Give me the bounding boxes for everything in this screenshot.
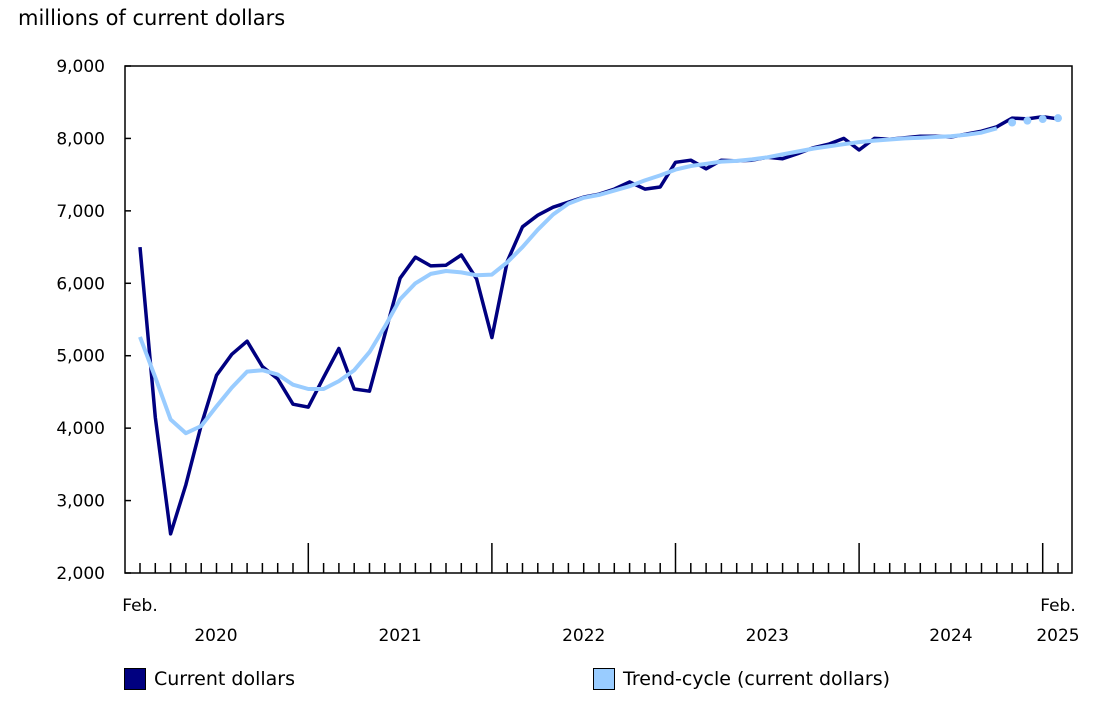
trend-cycle-point xyxy=(1008,118,1017,127)
y-tick-label: 7,000 xyxy=(56,202,105,222)
x-year-label: 2025 xyxy=(1036,626,1079,646)
x-year-label: 2023 xyxy=(746,626,789,646)
legend-swatch xyxy=(124,668,146,690)
trend-cycle-point xyxy=(1038,115,1047,124)
y-tick-label: 9,000 xyxy=(56,57,105,77)
x-tick-label-end-month: Feb. xyxy=(1040,596,1076,616)
plot-frame xyxy=(124,65,1073,574)
legend-item-current-dollars: Current dollars xyxy=(124,668,295,690)
legend-label: Trend-cycle (current dollars) xyxy=(623,668,891,690)
y-tick-label: 4,000 xyxy=(56,419,105,439)
y-tick-label: 2,000 xyxy=(56,564,105,584)
trend-cycle-point xyxy=(1023,116,1032,125)
x-year-label: 2024 xyxy=(929,626,972,646)
trend-cycle-point xyxy=(1054,114,1062,123)
legend-label: Current dollars xyxy=(154,668,295,690)
legend-item-trend-cycle: Trend-cycle (current dollars) xyxy=(593,668,890,690)
y-tick-label: 5,000 xyxy=(56,347,105,367)
x-tick-label-start-month: Feb. xyxy=(122,596,158,616)
legend-swatch xyxy=(593,668,615,690)
y-tick-label: 8,000 xyxy=(56,129,105,149)
x-year-label: 2020 xyxy=(194,626,237,646)
series-line-current-dollars xyxy=(138,114,1059,536)
y-tick-label: 6,000 xyxy=(56,274,105,294)
x-year-label: 2022 xyxy=(562,626,605,646)
y-tick-label: 3,000 xyxy=(56,492,105,512)
x-year-label: 2021 xyxy=(378,626,421,646)
y-axis-title: millions of current dollars xyxy=(18,6,286,30)
series-line-trend-cycle xyxy=(138,126,998,436)
